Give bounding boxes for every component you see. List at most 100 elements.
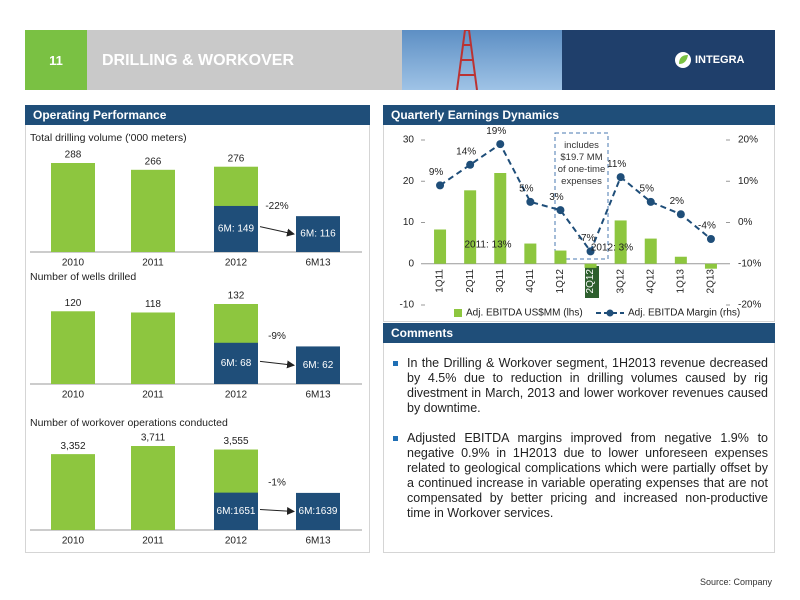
x-tick-label: 2012 — [225, 390, 248, 401]
x-tick-label: 1Q12 — [555, 269, 566, 294]
value-label: 6M:1651 — [217, 506, 256, 517]
legend-label: Adj. EBITDA Margin (rhs) — [628, 308, 740, 319]
line-marker — [466, 160, 475, 169]
value-label: 2% — [670, 196, 685, 207]
bar — [644, 238, 657, 264]
bar — [296, 492, 340, 530]
arrow — [259, 360, 295, 369]
bullet: In the Drilling & Workover segment, 1H20… — [393, 356, 768, 416]
x-tick-label: 3Q11 — [495, 269, 506, 293]
annotation: 2011: 13% — [464, 240, 511, 251]
bar — [214, 492, 258, 530]
x-tick-label: 2010 — [62, 390, 85, 401]
chart-title: Total drilling volume ('000 meters) — [30, 132, 187, 144]
x-tick-label: 6M13 — [305, 536, 330, 547]
value-label: 5% — [640, 184, 655, 195]
header-band — [87, 30, 402, 90]
x-tick-label: 6M13 — [305, 390, 330, 401]
value-label: 3,555 — [223, 436, 248, 447]
value-label: 3% — [549, 192, 564, 203]
bar — [296, 346, 340, 384]
header-image — [402, 29, 562, 91]
legend-swatch — [606, 309, 614, 317]
section-header: Quarterly Earnings Dynamics — [383, 105, 775, 125]
source: Source: Company — [699, 577, 772, 587]
x-tick-label: 2012 — [225, 258, 248, 269]
x-tick-label: 2012 — [225, 536, 248, 547]
value-label: 11% — [607, 159, 626, 170]
y-tick-label: 0 — [408, 258, 414, 269]
value-label: 6M: 62 — [303, 360, 334, 371]
x-tick-label: 2011 — [142, 390, 164, 401]
bar — [214, 342, 258, 384]
change-label: -9% — [268, 331, 286, 342]
x-tick-label: 2Q11 — [465, 269, 476, 293]
line-marker — [526, 197, 535, 206]
bullet: Adjusted EBITDA margins improved from ne… — [393, 431, 768, 521]
arrow — [259, 507, 295, 516]
y2-tick-label: 0% — [738, 217, 753, 228]
value-label: 6M: 68 — [221, 358, 252, 369]
bar — [464, 190, 477, 264]
bar — [434, 229, 447, 264]
page-number: 11 — [25, 30, 87, 90]
value-label: 132 — [228, 291, 245, 302]
x-tick-label: 4Q12 — [645, 269, 656, 294]
line-marker — [706, 235, 715, 243]
value-label: 6M: 149 — [218, 224, 255, 235]
line-marker — [496, 140, 505, 149]
header-title: DRILLING & WORKOVER — [102, 52, 294, 69]
value-label: 14% — [456, 146, 476, 157]
highlight-box — [554, 132, 609, 260]
change-label: -22% — [265, 201, 288, 212]
x-tick-label: 2011 — [142, 536, 164, 547]
panel-frame — [383, 125, 775, 322]
panel-frame — [383, 343, 775, 553]
value-label: 288 — [65, 150, 82, 161]
logo-text: INTEGRA — [695, 54, 745, 66]
y2-tick-label: -10% — [738, 258, 761, 269]
change-label: -1% — [268, 478, 286, 489]
x-tick-label: 2010 — [62, 536, 85, 547]
line-marker — [616, 173, 625, 182]
section-header: Operating Performance — [25, 105, 370, 125]
value-label: 266 — [145, 156, 162, 167]
x-tick-label: 2010 — [62, 258, 85, 269]
bar — [131, 312, 175, 384]
value-label: 120 — [65, 298, 82, 309]
y2-tick-label: 20% — [738, 135, 758, 146]
bar — [704, 263, 717, 269]
bar — [214, 205, 258, 252]
y2-tick-label: -20% — [738, 300, 761, 311]
y-tick-label: 30 — [403, 135, 415, 146]
value-label: 3,711 — [141, 433, 166, 444]
line-marker — [436, 181, 445, 190]
tower — [456, 29, 478, 91]
highlight-label-bg — [585, 266, 599, 298]
x-tick-label: 2Q12 — [585, 269, 596, 294]
value-label: 6M:1639 — [299, 506, 338, 517]
y-tick-label: 10 — [403, 217, 415, 228]
value-label: -7% — [578, 233, 596, 244]
logo-icon — [675, 52, 691, 68]
legend-swatch — [454, 309, 462, 317]
value-label: 6M: 116 — [300, 229, 336, 240]
callout: includes $19.7 MM of one-time expenses — [557, 140, 606, 187]
x-tick-label: 2Q13 — [706, 269, 717, 294]
line-marker — [676, 210, 685, 219]
value-label: 276 — [228, 153, 245, 164]
bar — [131, 446, 175, 530]
bar — [296, 216, 340, 252]
bar — [614, 220, 627, 264]
x-tick-label: 4Q11 — [525, 269, 536, 293]
bar — [554, 250, 567, 264]
line-marker — [646, 197, 655, 206]
bar — [674, 256, 687, 264]
chart-title: Number of wells drilled — [30, 271, 136, 283]
bar — [584, 263, 597, 268]
bar — [51, 311, 95, 384]
comments: In the Drilling & Workover segment, 1H20… — [393, 356, 768, 536]
x-tick-label: 3Q12 — [615, 269, 626, 294]
